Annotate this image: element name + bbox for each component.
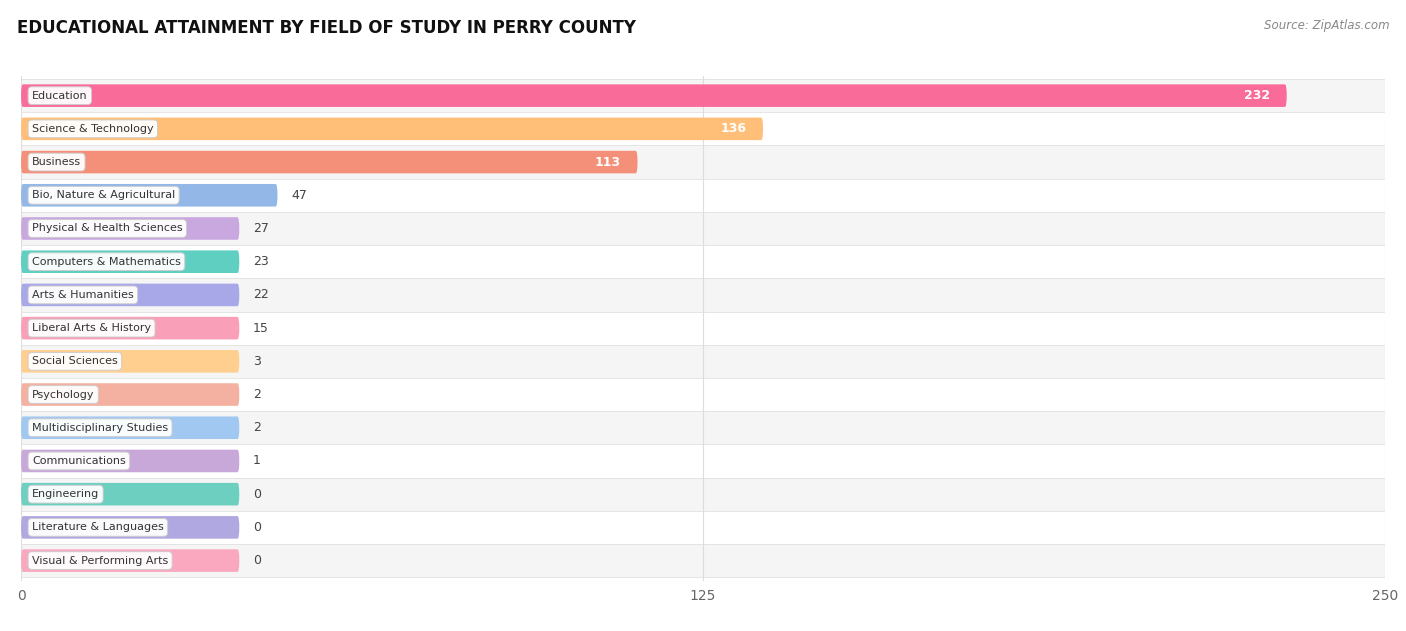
Text: Social Sciences: Social Sciences xyxy=(32,357,118,367)
Bar xyxy=(21,112,1385,146)
Text: Psychology: Psychology xyxy=(32,389,94,399)
Text: Communications: Communications xyxy=(32,456,125,466)
Text: 232: 232 xyxy=(1244,89,1271,102)
Text: Engineering: Engineering xyxy=(32,489,100,499)
Bar xyxy=(21,510,1385,544)
Bar xyxy=(21,278,1385,312)
Text: 113: 113 xyxy=(595,156,621,168)
FancyBboxPatch shape xyxy=(21,217,239,240)
FancyBboxPatch shape xyxy=(21,251,239,273)
FancyBboxPatch shape xyxy=(21,283,239,306)
Text: Computers & Mathematics: Computers & Mathematics xyxy=(32,257,181,267)
Text: 3: 3 xyxy=(253,355,262,368)
Text: Liberal Arts & History: Liberal Arts & History xyxy=(32,323,150,333)
Bar xyxy=(21,345,1385,378)
Bar xyxy=(21,478,1385,510)
FancyBboxPatch shape xyxy=(21,151,637,174)
Text: 2: 2 xyxy=(253,388,262,401)
Bar xyxy=(21,411,1385,444)
Bar xyxy=(21,245,1385,278)
Text: Science & Technology: Science & Technology xyxy=(32,124,153,134)
Text: 136: 136 xyxy=(721,122,747,136)
FancyBboxPatch shape xyxy=(21,184,277,206)
Text: Business: Business xyxy=(32,157,82,167)
Text: Arts & Humanities: Arts & Humanities xyxy=(32,290,134,300)
Text: EDUCATIONAL ATTAINMENT BY FIELD OF STUDY IN PERRY COUNTY: EDUCATIONAL ATTAINMENT BY FIELD OF STUDY… xyxy=(17,19,636,37)
Text: Source: ZipAtlas.com: Source: ZipAtlas.com xyxy=(1264,19,1389,32)
Text: Visual & Performing Arts: Visual & Performing Arts xyxy=(32,555,169,565)
FancyBboxPatch shape xyxy=(21,450,239,472)
Bar xyxy=(21,544,1385,577)
Text: 47: 47 xyxy=(291,189,307,202)
Text: 27: 27 xyxy=(253,222,269,235)
Bar xyxy=(21,79,1385,112)
Text: 22: 22 xyxy=(253,288,269,302)
Text: 0: 0 xyxy=(253,521,262,534)
Text: Multidisciplinary Studies: Multidisciplinary Studies xyxy=(32,423,169,433)
FancyBboxPatch shape xyxy=(21,483,239,505)
Text: Bio, Nature & Agricultural: Bio, Nature & Agricultural xyxy=(32,191,176,200)
Bar xyxy=(21,312,1385,345)
Bar xyxy=(21,179,1385,212)
Text: 2: 2 xyxy=(253,422,262,434)
Text: 0: 0 xyxy=(253,488,262,500)
FancyBboxPatch shape xyxy=(21,350,239,373)
Text: Physical & Health Sciences: Physical & Health Sciences xyxy=(32,223,183,233)
Text: 0: 0 xyxy=(253,554,262,567)
Text: Education: Education xyxy=(32,91,87,101)
Bar xyxy=(21,444,1385,478)
Text: Literature & Languages: Literature & Languages xyxy=(32,522,163,533)
Text: 23: 23 xyxy=(253,255,269,268)
FancyBboxPatch shape xyxy=(21,416,239,439)
FancyBboxPatch shape xyxy=(21,117,763,140)
Bar xyxy=(21,212,1385,245)
FancyBboxPatch shape xyxy=(21,383,239,406)
FancyBboxPatch shape xyxy=(21,550,239,572)
FancyBboxPatch shape xyxy=(21,85,1286,107)
Bar xyxy=(21,378,1385,411)
Text: 1: 1 xyxy=(253,454,262,468)
Bar xyxy=(21,146,1385,179)
FancyBboxPatch shape xyxy=(21,516,239,539)
FancyBboxPatch shape xyxy=(21,317,239,339)
Text: 15: 15 xyxy=(253,322,269,334)
